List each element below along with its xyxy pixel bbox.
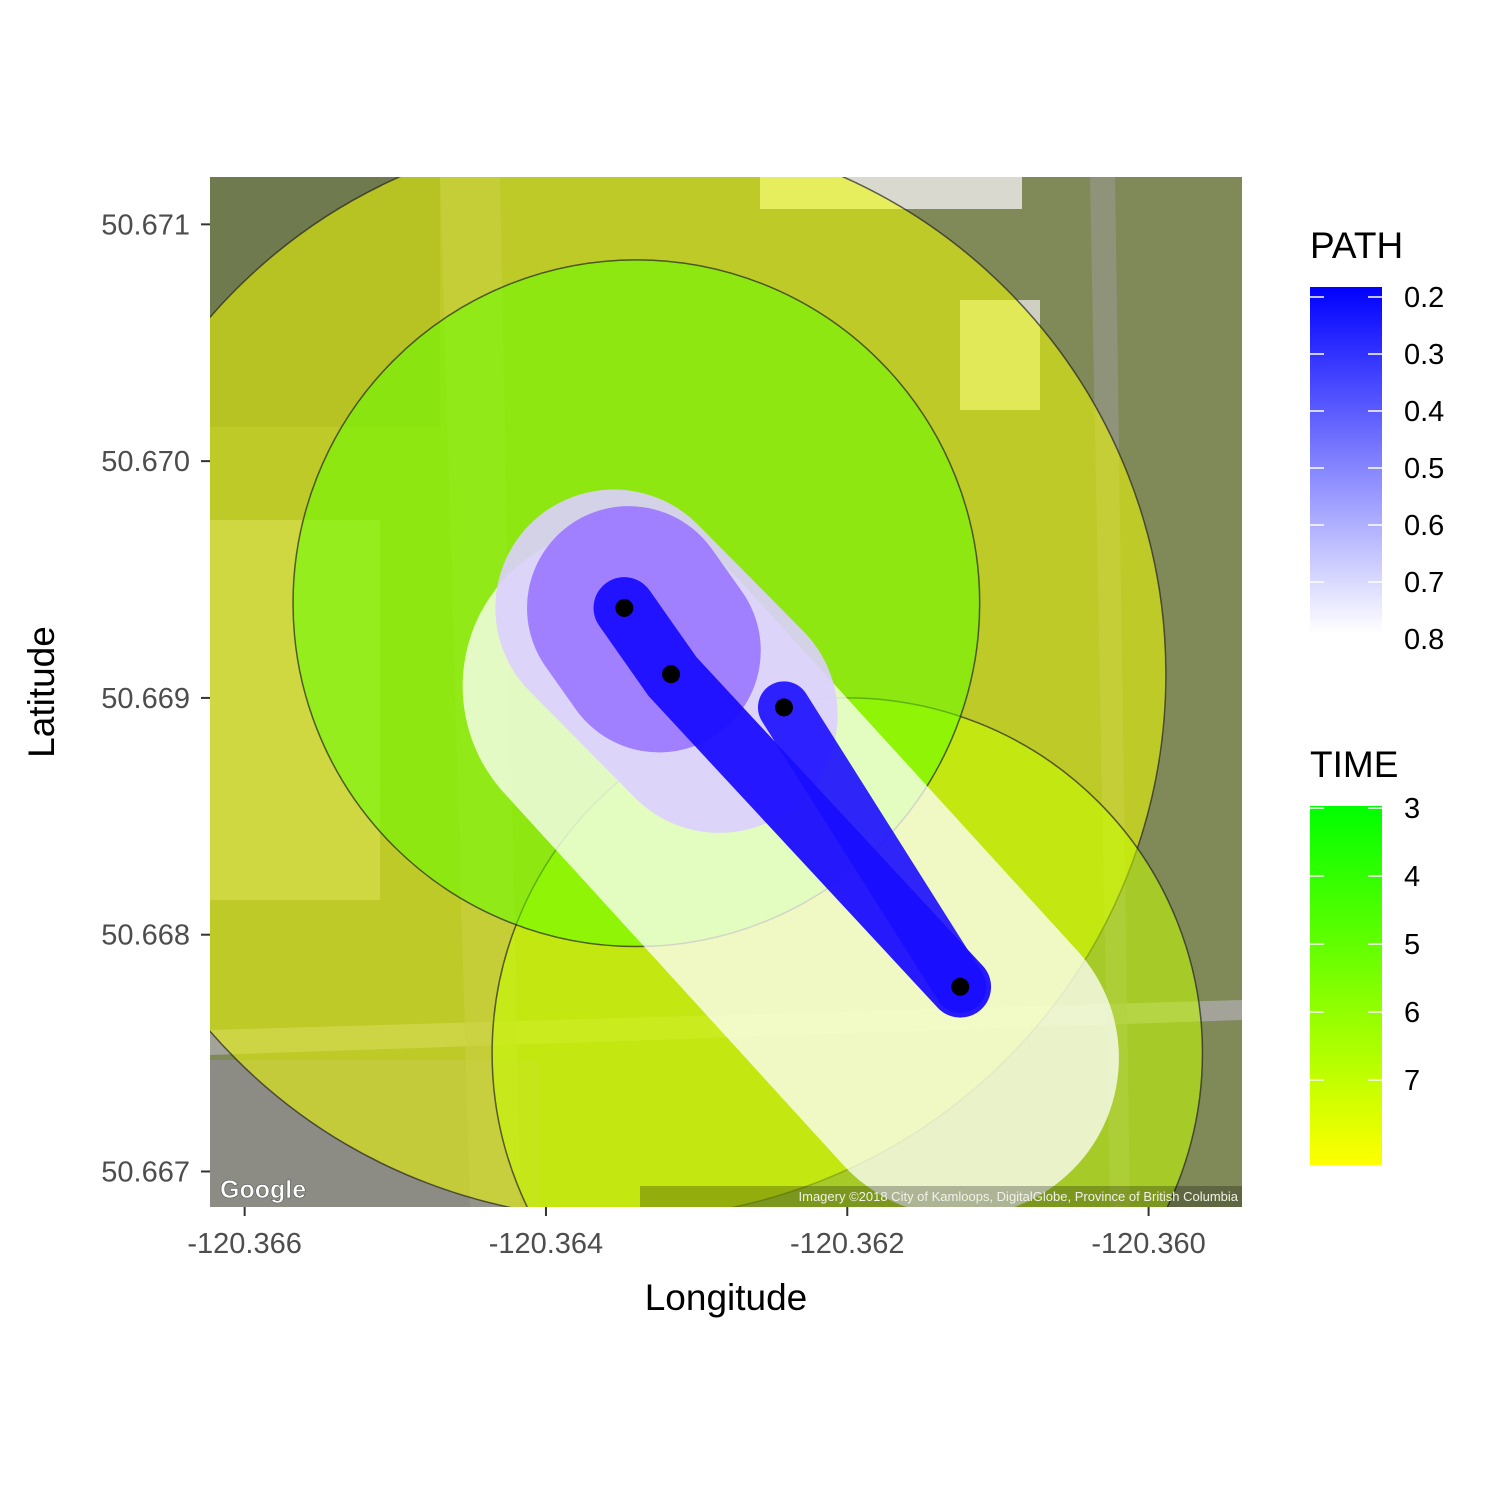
x-axis: -120.366 -120.364 -120.362 -120.360 [187, 1207, 1206, 1260]
legend-path-label-0: 0.2 [1404, 282, 1444, 314]
y-tick-label-3: 50.670 [101, 446, 190, 478]
location-point-3 [951, 977, 970, 996]
google-logo: Google [220, 1176, 306, 1204]
path-buffer-4 [757, 681, 987, 1013]
legend-time-label-4: 7 [1404, 1065, 1420, 1097]
legend-path-colorbar [1310, 287, 1382, 633]
legend-path-title: PATH [1310, 225, 1403, 266]
x-tick-label-1: -120.364 [489, 1228, 604, 1260]
y-tick-label-1: 50.668 [101, 920, 190, 952]
y-tick-label-2: 50.669 [101, 683, 190, 715]
x-axis-title: Longitude [645, 1277, 808, 1318]
y-tick-label-4: 50.671 [101, 209, 190, 241]
legend-time-label-1: 4 [1404, 861, 1420, 893]
attribution-background [640, 1186, 1242, 1207]
legend-time-colorbar [1310, 806, 1382, 1165]
y-axis-title: Latitude [21, 626, 62, 758]
legend-path-label-1: 0.3 [1404, 339, 1444, 371]
location-point-1 [662, 665, 681, 684]
location-point-0 [615, 598, 634, 617]
x-tick-label-3: -120.360 [1091, 1228, 1206, 1260]
legend-time-label-3: 6 [1404, 997, 1420, 1029]
legend-time-title: TIME [1310, 744, 1398, 785]
legend-path: PATH 0.2 0.3 0.4 0.5 0.6 0.7 0.8 [1310, 225, 1444, 656]
legend-path-label-4: 0.6 [1404, 510, 1444, 542]
location-points [615, 598, 970, 996]
legend-time: TIME 3 4 5 6 7 [1310, 744, 1420, 1165]
y-axis: 50.667 50.668 50.669 50.670 50.671 [101, 209, 210, 1188]
legend-time-label-0: 3 [1404, 793, 1420, 825]
x-tick-label-2: -120.362 [790, 1228, 905, 1260]
location-point-2 [775, 698, 794, 717]
x-tick-label-0: -120.366 [187, 1228, 302, 1260]
y-tick-label-0: 50.667 [101, 1156, 190, 1188]
legend-path-label-6: 0.8 [1404, 624, 1444, 656]
legend-path-label-3: 0.5 [1404, 453, 1444, 485]
legend-path-label-5: 0.7 [1404, 567, 1444, 599]
map-attribution: Imagery ©2018 City of Kamloops, DigitalG… [799, 1189, 1239, 1204]
legend-path-label-2: 0.4 [1404, 396, 1444, 428]
legend-time-label-2: 5 [1404, 929, 1420, 961]
